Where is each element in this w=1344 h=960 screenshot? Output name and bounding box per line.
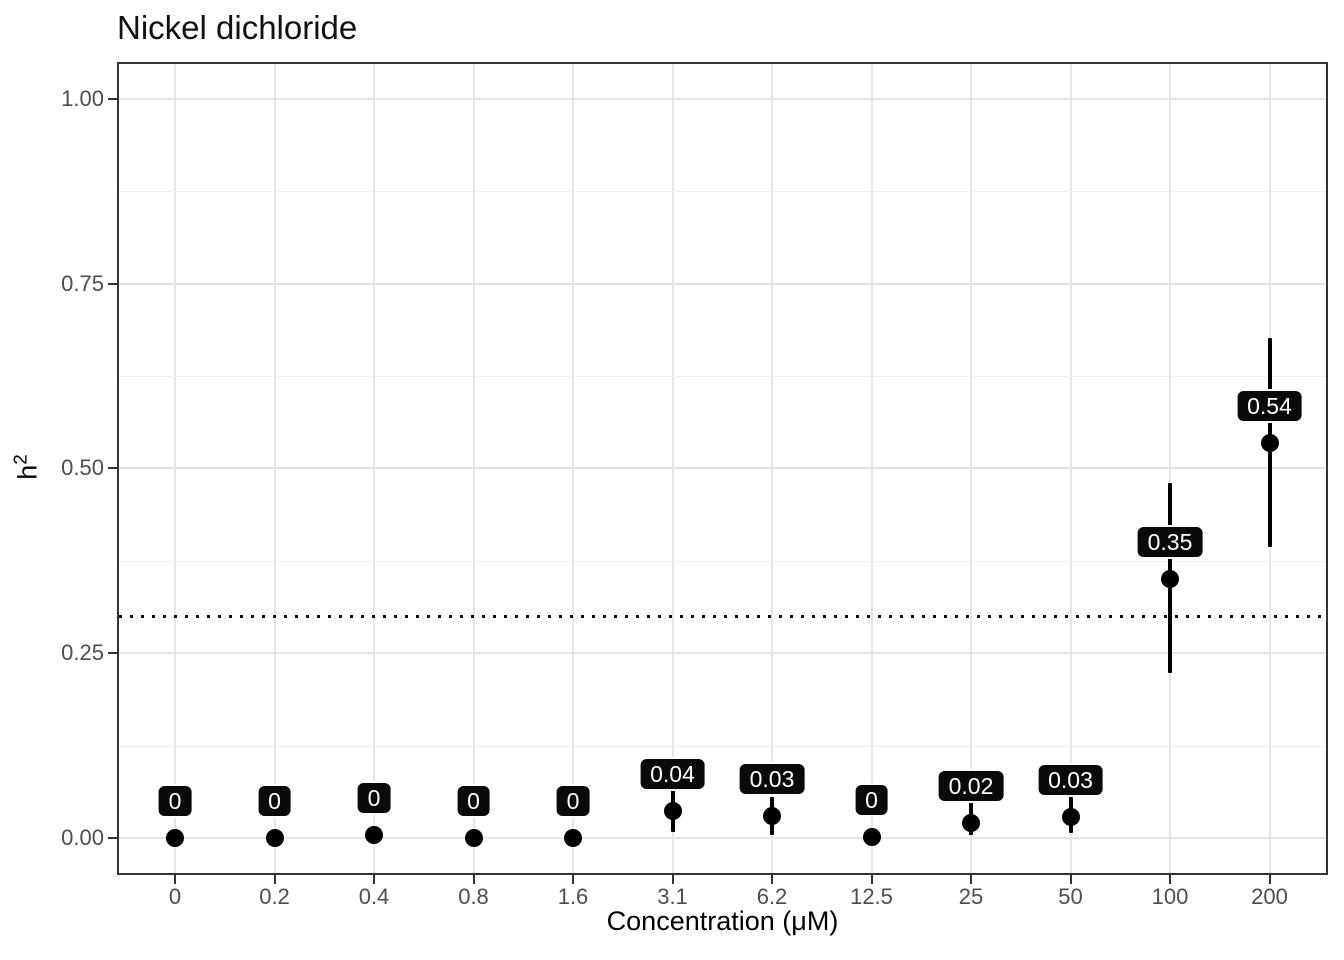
- y-axis-tick: [108, 282, 117, 285]
- data-point: [464, 829, 483, 847]
- x-axis-tick: [970, 875, 972, 884]
- x-tick-label: 12.5: [850, 884, 893, 909]
- data-point: [1061, 808, 1080, 827]
- x-axis-tick: [771, 875, 773, 884]
- x-tick-label: 0.4: [358, 884, 390, 909]
- y-tick-label: 0.25: [61, 640, 104, 666]
- y-tick-label: 0.50: [61, 455, 104, 481]
- value-label: 0.54: [1235, 388, 1304, 423]
- value-label: 0: [355, 781, 393, 816]
- x-axis-title: Concentration (μM): [606, 906, 839, 936]
- x-tick-label: 1.6: [557, 884, 589, 909]
- x-tick-label: 50: [1058, 884, 1083, 909]
- y-tick-label: 1.00: [61, 85, 104, 111]
- value-label: 0: [156, 784, 194, 819]
- plot-panel: 0 0 0 0 0 0.04 0.03 0 0.02 0.03 0.35 0.54: [117, 62, 1328, 875]
- x-axis-tick: [1069, 875, 1072, 884]
- gridline-y-minor: [119, 560, 1326, 562]
- data-point: [564, 829, 582, 847]
- x-tick-label: 0.8: [458, 884, 489, 909]
- x-tick-label: 100: [1151, 884, 1189, 909]
- data-point: [862, 827, 881, 846]
- value-label: 0.02: [936, 769, 1006, 804]
- data-point: [265, 829, 284, 847]
- gridline-y-minor: [119, 191, 1326, 193]
- x-tick-label: 0: [168, 884, 182, 909]
- chart-title: Nickel dichloride: [117, 9, 358, 46]
- y-tick-label: 0.75: [61, 270, 104, 296]
- y-axis-tick: [108, 97, 117, 100]
- y-tick-label: 0.00: [61, 825, 104, 850]
- value-label: 0.03: [1036, 763, 1105, 798]
- gridline-y-minor: [119, 745, 1326, 747]
- value-label: 0.03: [737, 761, 807, 796]
- gridline-y-major: [119, 97, 1326, 100]
- reference-line: [119, 615, 1326, 619]
- data-point: [962, 814, 980, 833]
- y-axis-tick: [108, 652, 117, 655]
- data-point: [1161, 570, 1179, 589]
- data-point: [1260, 433, 1279, 452]
- gridline-y-major: [119, 467, 1326, 470]
- x-axis-tick: [1268, 875, 1271, 884]
- x-axis-tick: [373, 875, 375, 884]
- value-label: 0: [256, 784, 293, 819]
- value-label: 0.04: [638, 756, 707, 791]
- data-point: [365, 826, 383, 845]
- x-axis-tick: [572, 875, 574, 884]
- x-axis-tick: [174, 875, 176, 884]
- gridline-y-major: [119, 652, 1326, 655]
- data-point: [663, 801, 682, 820]
- value-label: 0: [554, 784, 592, 819]
- x-tick-label: 6.2: [756, 884, 788, 909]
- x-tick-label: 200: [1251, 884, 1288, 909]
- value-label: 0: [455, 784, 492, 819]
- y-axis-tick: [108, 837, 117, 839]
- x-axis-tick: [273, 875, 276, 884]
- value-label: 0.35: [1135, 525, 1205, 560]
- gridline-y-minor: [119, 376, 1326, 377]
- data-point: [166, 829, 184, 847]
- x-tick-label: 0.2: [259, 884, 290, 909]
- gridline-y-major: [119, 282, 1326, 285]
- data-point: [763, 806, 781, 825]
- x-axis-tick: [870, 875, 873, 884]
- x-tick-label: 25: [958, 884, 984, 909]
- gridline-y-major: [119, 837, 1326, 839]
- y-axis-tick: [108, 467, 117, 470]
- x-axis-tick: [472, 875, 475, 884]
- x-axis-tick: [671, 875, 674, 884]
- x-axis-tick: [1169, 875, 1171, 884]
- x-tick-label: 3.1: [657, 884, 688, 909]
- value-label: 0: [853, 782, 890, 817]
